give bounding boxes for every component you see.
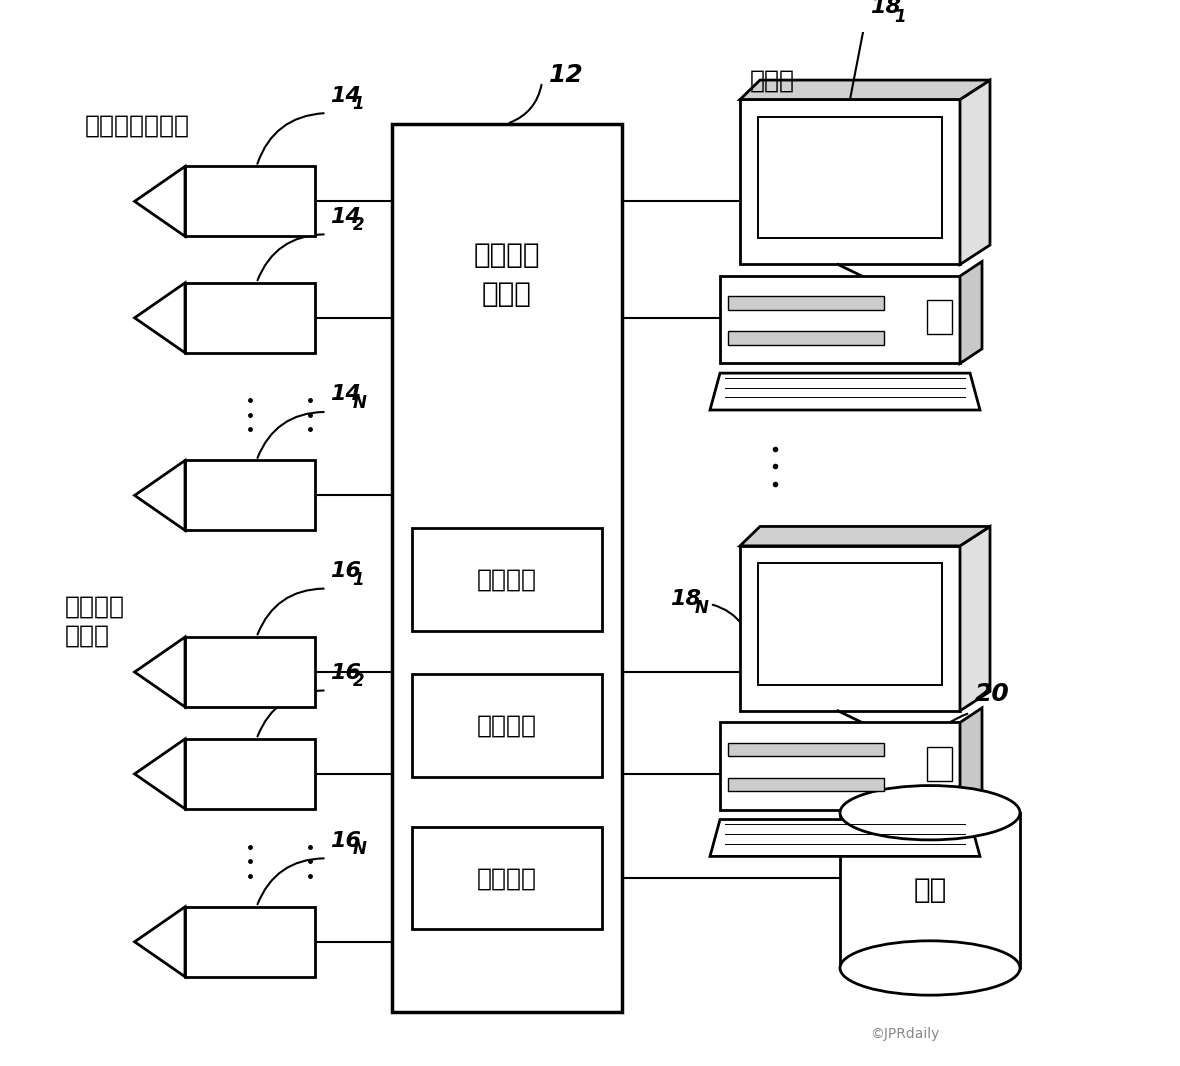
Text: 图像处理: 图像处理 [477,713,537,738]
Text: 18: 18 [870,0,902,17]
Text: 身体动作: 身体动作 [65,595,125,618]
Bar [392,124,622,1012]
Bar [728,332,884,345]
Text: 摄像机: 摄像机 [65,624,110,647]
Bar [728,743,884,757]
Text: 2: 2 [353,216,365,235]
Text: 2: 2 [353,673,365,691]
Text: 12: 12 [549,63,584,87]
Text: 14: 14 [330,384,361,404]
Bar [185,637,315,707]
Text: N: N [353,840,366,858]
Polygon shape [135,637,185,707]
Polygon shape [135,282,185,353]
Text: 数据: 数据 [913,876,946,904]
Bar [728,778,884,791]
Bar [185,739,315,809]
Polygon shape [135,739,185,809]
Polygon shape [135,907,185,976]
Text: 14: 14 [330,207,361,227]
Text: 面部动作摄像机: 面部动作摄像机 [85,114,190,138]
Text: 16: 16 [330,663,361,682]
Text: 数字模型: 数字模型 [477,867,537,890]
Bar [720,276,961,364]
Polygon shape [135,166,185,237]
Text: N: N [695,599,709,617]
Polygon shape [710,820,981,856]
Bar [185,907,315,976]
Text: 处理器: 处理器 [483,279,532,308]
Text: 1: 1 [894,7,905,26]
Bar [740,99,961,264]
Bar [728,296,884,310]
Bar [412,529,602,631]
Ellipse shape [840,786,1020,840]
Bar [927,747,952,780]
Text: 1: 1 [353,570,365,588]
Text: ©JPRdaily: ©JPRdaily [870,1027,939,1040]
Ellipse shape [840,941,1020,996]
Bar [758,563,942,684]
Text: 动作捕捉: 动作捕捉 [473,241,540,269]
Bar [412,827,602,930]
Bar [185,166,315,237]
Polygon shape [961,708,982,810]
Text: 20: 20 [975,682,1010,706]
Polygon shape [961,527,990,711]
Polygon shape [961,80,990,264]
Bar [927,301,952,335]
Bar [720,723,961,810]
Text: 16: 16 [330,830,361,851]
Text: 14: 14 [330,86,361,107]
Bar [740,546,961,711]
Bar [840,812,1020,968]
Text: 1: 1 [353,95,365,113]
Text: N: N [353,394,366,411]
Bar [412,674,602,777]
Bar [185,282,315,353]
Text: 图像捕捉: 图像捕捉 [477,568,537,592]
Text: 18: 18 [670,589,701,610]
Bar [758,117,942,238]
Polygon shape [135,461,185,531]
Text: 16: 16 [330,561,361,581]
Text: 工作站: 工作站 [750,68,795,93]
Polygon shape [710,373,981,410]
Polygon shape [740,527,990,546]
Polygon shape [740,80,990,99]
Polygon shape [961,261,982,364]
Bar [185,461,315,531]
